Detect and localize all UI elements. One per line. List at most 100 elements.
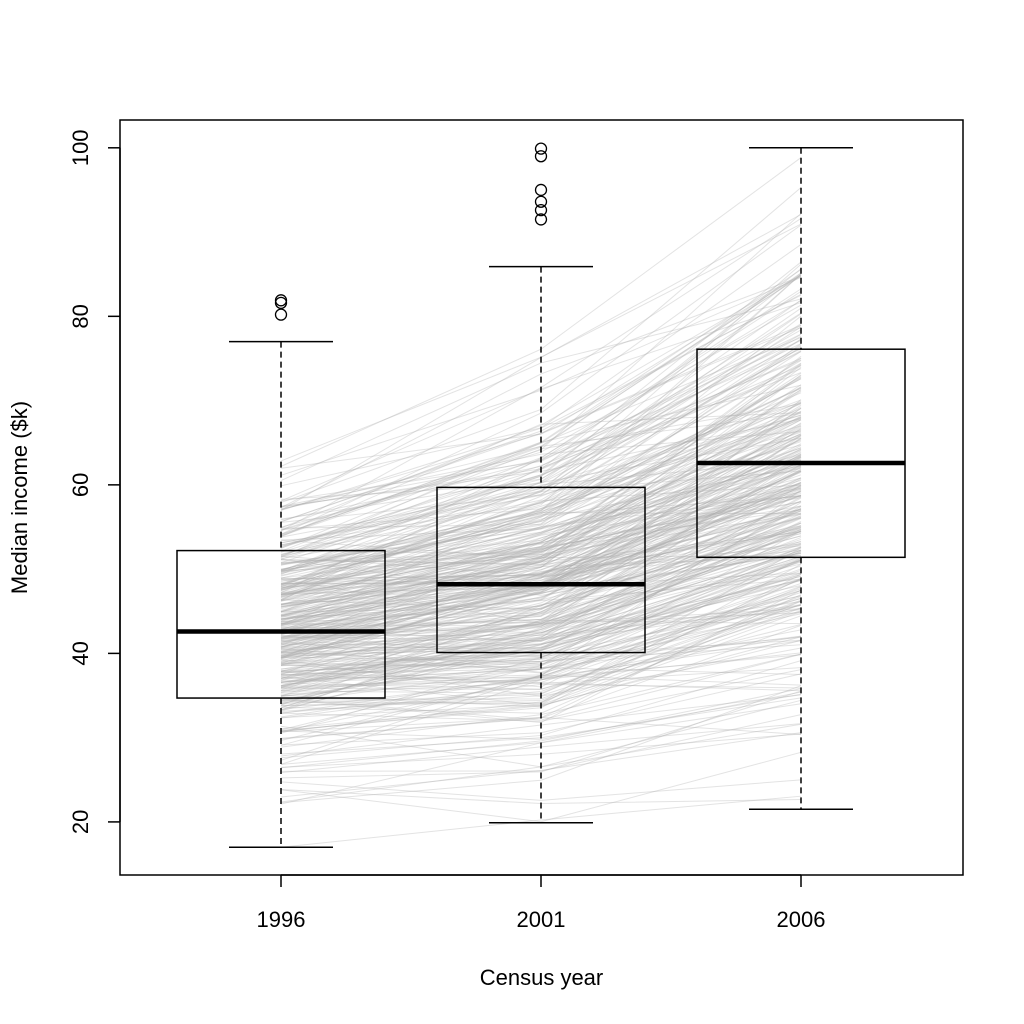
trajectory-line — [280, 389, 802, 570]
trajectory-line — [280, 413, 802, 510]
trajectory-line — [280, 483, 802, 634]
trajectory-line — [280, 517, 802, 639]
trajectory-line — [280, 528, 802, 679]
trajectory-line — [280, 487, 802, 605]
trajectory-line — [280, 558, 802, 650]
trajectory-line — [280, 477, 802, 632]
trajectory-line — [280, 554, 802, 620]
trajectory-line — [280, 462, 802, 613]
trajectory-line — [280, 597, 802, 692]
trajectory-line — [280, 424, 802, 580]
trajectory-line — [280, 326, 802, 511]
trajectory-line — [280, 477, 802, 595]
trajectory-line — [280, 510, 802, 672]
trajectory-line — [280, 387, 802, 592]
trajectory-line — [280, 714, 802, 772]
y-axis-title: Median income ($k) — [7, 401, 32, 594]
trajectory-line — [280, 474, 802, 566]
trajectory-line — [280, 345, 802, 595]
trajectory-line — [280, 366, 802, 624]
trajectory-line — [280, 527, 802, 608]
trajectory-line — [280, 495, 802, 605]
trajectory-line — [280, 483, 802, 586]
trajectory-line — [280, 530, 802, 660]
trajectory-line — [280, 501, 802, 636]
trajectory-line — [280, 690, 802, 779]
x-tick-label: 1996 — [257, 907, 306, 932]
trajectory-line — [280, 522, 802, 691]
y-tick-label: 80 — [68, 304, 93, 328]
trajectory-line — [280, 466, 802, 598]
trajectory-line — [280, 594, 802, 663]
trajectory-line — [280, 795, 802, 848]
trajectory-line — [280, 486, 802, 596]
trajectory-line — [280, 399, 802, 600]
trajectory-line — [280, 609, 802, 659]
trajectory-line — [280, 490, 802, 680]
trajectory-line — [280, 545, 802, 628]
outlier-point — [274, 296, 288, 310]
trajectory-line — [280, 520, 802, 701]
trajectory-line — [280, 455, 802, 573]
trajectory-line — [280, 329, 802, 564]
trajectory-line — [280, 751, 802, 823]
trajectory-line — [280, 507, 802, 649]
trajectory-line — [280, 441, 802, 589]
outlier-point — [274, 308, 288, 321]
trajectory-line — [280, 323, 802, 600]
trajectory-line — [280, 430, 802, 507]
trajectory-line — [280, 457, 802, 646]
trajectory-line — [280, 275, 802, 535]
trajectory-line — [280, 407, 802, 620]
trajectory-line — [280, 451, 802, 659]
trajectory-line — [280, 573, 802, 676]
trajectory-line — [280, 275, 802, 509]
trajectory-line — [280, 549, 802, 684]
trajectory-line — [280, 275, 802, 558]
trajectory-line — [280, 495, 802, 588]
trajectory-line — [280, 644, 802, 673]
trajectory-line — [280, 433, 802, 608]
trajectory-line — [280, 450, 802, 594]
trajectory-line — [280, 543, 802, 588]
trajectory-line — [280, 482, 802, 580]
trajectory-line — [280, 537, 802, 687]
trajectory-line — [280, 513, 802, 627]
trajectory-line — [280, 575, 802, 675]
trajectory-line — [280, 447, 802, 587]
trajectory-line — [280, 513, 802, 620]
trajectory-line — [280, 604, 802, 690]
trajectory-line — [280, 685, 802, 804]
trajectory-line — [280, 350, 802, 544]
y-tick-label: 100 — [68, 129, 93, 166]
trajectory-line — [280, 500, 802, 649]
trajectory-line — [280, 434, 802, 621]
trajectory-line — [280, 338, 802, 555]
trajectory-line — [280, 400, 802, 584]
axes: 1996 2001 2006 20 40 60 80 100 — [68, 129, 825, 932]
trajectory-line — [280, 540, 802, 688]
trajectory-line — [280, 549, 802, 634]
trajectory-line — [280, 416, 802, 602]
trajectory-line — [280, 579, 802, 673]
trajectory-line — [280, 448, 802, 572]
trajectory-line — [280, 365, 802, 553]
trajectory-lines — [280, 157, 802, 848]
trajectory-line — [280, 525, 802, 624]
trajectory-line — [280, 522, 802, 655]
trajectory-line — [280, 515, 802, 617]
trajectory-line — [280, 453, 802, 595]
outlier-point — [534, 213, 548, 226]
trajectory-line — [280, 374, 802, 653]
trajectory-line — [280, 425, 802, 616]
trajectory-line — [280, 509, 802, 627]
trajectory-line — [280, 274, 802, 469]
trajectory-line — [280, 579, 802, 659]
trajectory-line — [280, 599, 802, 714]
trajectory-line — [280, 601, 802, 681]
trajectory-line — [280, 552, 802, 652]
trajectory-line — [280, 386, 802, 560]
trajectory-line — [280, 579, 802, 703]
trajectory-line — [280, 495, 802, 574]
trajectory-line — [280, 435, 802, 642]
